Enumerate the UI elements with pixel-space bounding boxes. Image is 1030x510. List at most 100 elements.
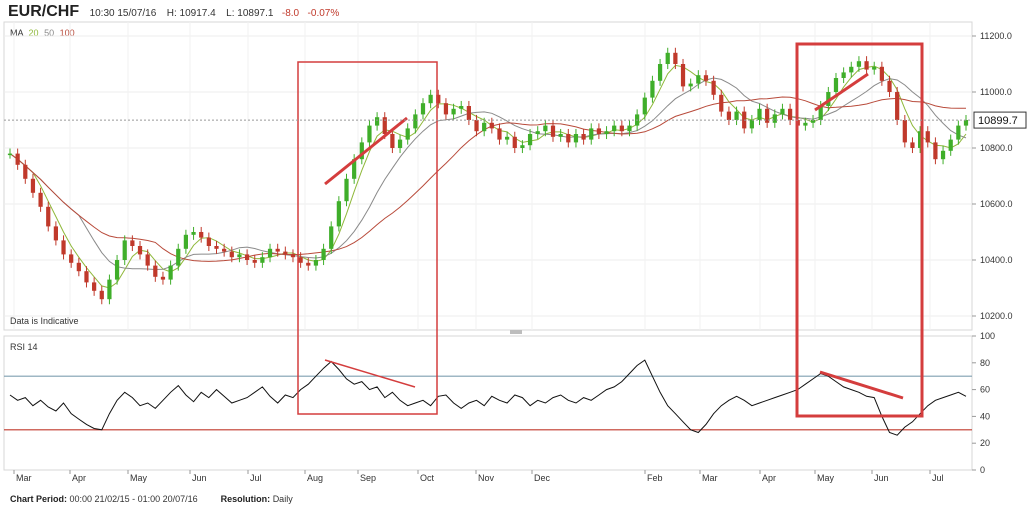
resolution-value: Daily (272, 494, 293, 504)
chart-grid (3, 21, 973, 471)
candle-body (856, 61, 862, 67)
price-trendline-2 (814, 72, 869, 112)
candle-body (680, 64, 686, 87)
candle-body (726, 111, 732, 120)
candle-body (137, 246, 143, 255)
candle-body (405, 128, 410, 140)
candle-body (222, 248, 227, 252)
candle-body (642, 97, 647, 115)
candle-body (267, 248, 273, 258)
candle-body (535, 131, 540, 134)
candle-body (397, 139, 403, 148)
last-price-label: 10899.7 (978, 115, 1018, 127)
rsi-tick-label: 100 (980, 331, 995, 341)
ma-legend-label: MA (10, 28, 24, 38)
candle-body (206, 237, 211, 246)
rsi-indicator (4, 359, 972, 436)
candle-body (803, 122, 808, 126)
candle-body (176, 248, 181, 266)
candle-body (329, 226, 334, 249)
price-tick-label: 10800.0 (980, 143, 1013, 153)
time-axis: Mar Apr May Jun Jul Aug Sep Oct Nov Dec Feb Mar Apr M… (13, 470, 944, 483)
candle-body (917, 131, 923, 148)
candle-body (872, 66, 877, 70)
moving-averages (9, 64, 967, 289)
candle-body (787, 108, 793, 120)
candle-body (657, 64, 663, 81)
candle-body (114, 260, 120, 280)
candle-body (627, 125, 632, 132)
candle-body (505, 136, 510, 140)
candle-body (443, 103, 449, 115)
candle-body (436, 94, 441, 104)
candle-body (283, 251, 288, 255)
chart-footer: Chart Period: 00:00 21/02/15 - 01:00 20/… (10, 494, 293, 504)
candle-body (527, 134, 533, 146)
candle-body (107, 279, 112, 300)
candle-body (92, 282, 97, 291)
panel-splitter (510, 330, 522, 334)
rsi-tick-label: 60 (980, 385, 990, 395)
month-label: Oct (420, 473, 435, 483)
header-low: L: 10897.1 (226, 8, 274, 19)
rsi-trendline-2 (819, 370, 904, 400)
candle-body (459, 106, 464, 109)
month-label: Mar (16, 473, 32, 483)
month-label: Dec (534, 473, 551, 483)
candle-body (61, 240, 66, 255)
candle-body (849, 66, 854, 73)
header-high: H: 10917.4 (166, 8, 216, 19)
candle-body (589, 128, 594, 140)
chart-header: EUR/CHF 10:30 15/07/16 H: 10917.4 L: 108… (8, 3, 339, 23)
rsi-trendline-1 (324, 359, 416, 388)
price-tick-label: 11200.0 (980, 31, 1012, 41)
candle-body (359, 142, 364, 160)
candle-body (650, 80, 655, 98)
candle-body (306, 262, 311, 266)
price-axis: 11200.0 11000.0 10800.0 10600.0 10400.0 10200… (972, 31, 1013, 321)
indicative-note: Data is Indicative (10, 316, 79, 326)
month-label: Feb (647, 473, 663, 483)
annotations (297, 42, 924, 418)
candle-body (497, 128, 502, 140)
ma100-label: 100 (59, 28, 75, 38)
candle-body (688, 83, 693, 87)
month-label: Jul (932, 473, 944, 483)
candle-body (841, 72, 846, 78)
candle-body (734, 111, 739, 120)
candle-body (826, 92, 831, 106)
month-label: May (130, 473, 148, 483)
rsi-tick-label: 0 (980, 465, 985, 475)
candle-body (948, 139, 953, 151)
candle-body (336, 201, 341, 227)
candle-body (558, 134, 563, 137)
month-label: Nov (478, 473, 495, 483)
candle-body (581, 134, 586, 140)
candle-body (451, 108, 456, 115)
annotation-box-aug-oct (297, 61, 438, 415)
candle-body (466, 106, 471, 120)
month-label: Apr (72, 473, 86, 483)
candle-body (374, 117, 380, 126)
annotation-box-apr-jun (795, 42, 924, 418)
candle-body (214, 246, 219, 249)
candle-body (665, 52, 670, 64)
candle-body (703, 75, 709, 81)
candle-body (344, 178, 349, 202)
candle-body (933, 142, 938, 160)
candle-body (313, 260, 319, 266)
candle-body (956, 125, 961, 140)
candle-body (489, 122, 494, 129)
candle-body (382, 117, 387, 134)
month-label: Jul (250, 473, 262, 483)
month-label: Apr (762, 473, 776, 483)
candle-body (711, 80, 716, 95)
candle-body (321, 248, 326, 260)
candle-body (925, 131, 930, 143)
candle-body (183, 234, 189, 249)
price-tick-label: 10400.0 (980, 255, 1013, 265)
candle-body (963, 120, 969, 126)
candle-body (46, 206, 51, 227)
candle-body (237, 254, 242, 258)
